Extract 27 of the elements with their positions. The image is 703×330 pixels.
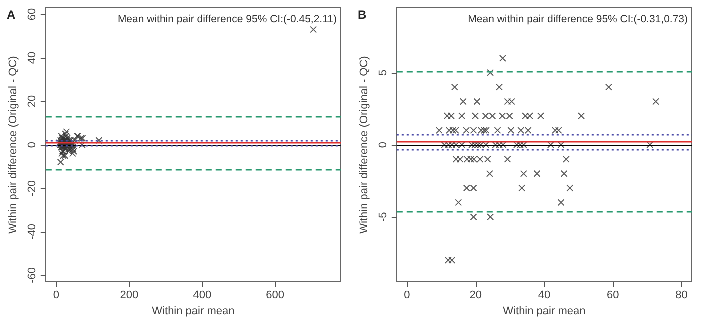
x-tick-label: 200 (120, 290, 139, 302)
x-axis-title: Within pair mean (503, 306, 586, 318)
y-tick-label: -5 (377, 212, 390, 222)
y-axis-title: Within pair difference (Original - QC) (358, 56, 370, 234)
x-tick-label: 400 (193, 290, 212, 302)
y-tick-label: -20 (26, 180, 38, 196)
chart-title: B (358, 8, 367, 22)
x-tick-label: 0 (404, 290, 410, 302)
x-axis-title: Within pair mean (152, 306, 235, 318)
chart-title: A (7, 8, 16, 22)
y-tick-label: -40 (26, 224, 38, 240)
y-tick-label: 40 (26, 52, 38, 64)
x-tick-label: 0 (53, 290, 60, 302)
y-tick-label: -60 (26, 268, 38, 284)
y-axis-title: Within pair difference (Original - QC) (8, 56, 20, 234)
x-tick-label: 20 (470, 290, 482, 302)
y-tick-label: 0 (377, 142, 390, 148)
y-tick-label: 60 (26, 8, 38, 21)
x-tick-label: 60 (606, 290, 620, 302)
y-tick-label: 5 (377, 70, 390, 76)
x-tick-label: 40 (538, 290, 551, 302)
annotation: Mean within pair difference 95% CI:(-0.31,0.73) (468, 14, 688, 26)
y-tick-label: 0 (26, 142, 38, 148)
y-tick-label: 20 (26, 95, 38, 108)
x-tick-label: 80 (676, 290, 688, 302)
annotation: Mean within pair difference 95% CI:(-0.45,2.11) (118, 14, 338, 26)
x-tick-label: 600 (266, 290, 285, 302)
